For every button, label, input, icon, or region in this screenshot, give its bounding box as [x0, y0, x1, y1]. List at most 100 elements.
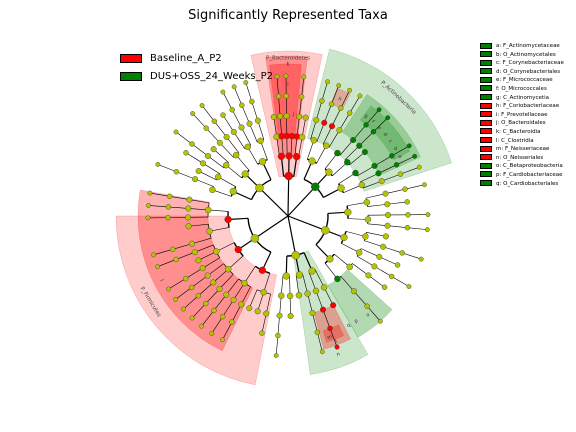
branch-line	[211, 316, 223, 334]
tree-node	[190, 111, 195, 116]
taxa-key-swatch	[480, 128, 492, 135]
branch-line	[279, 116, 283, 137]
tree-node	[337, 184, 345, 192]
branch-line	[278, 96, 281, 117]
branch-line	[233, 86, 243, 106]
branch-line	[331, 108, 342, 127]
tree-nodes	[145, 73, 431, 358]
tree-node	[185, 223, 192, 230]
tree-node	[239, 102, 245, 108]
taxa-key-swatch	[480, 42, 492, 49]
tree-node	[382, 190, 389, 197]
branch-line	[301, 76, 305, 97]
branch-line	[374, 266, 392, 277]
tree-node	[406, 143, 412, 149]
branch-line	[315, 290, 324, 310]
branch-line	[298, 137, 303, 157]
branch-line	[241, 127, 252, 146]
tree-node	[384, 201, 391, 208]
branch-line	[188, 208, 209, 211]
branch-line	[352, 263, 369, 276]
branch-line	[400, 166, 420, 175]
tree-node	[371, 263, 378, 270]
branch-line	[205, 288, 220, 304]
tree-node	[358, 181, 365, 189]
branch-line	[345, 231, 366, 237]
tree-node	[146, 203, 151, 208]
tree-node	[291, 251, 300, 260]
tree-node	[229, 319, 235, 325]
clade-letter-m: m	[327, 334, 334, 341]
sector-P_Firmicutes	[115, 215, 277, 386]
branch-line	[383, 246, 403, 254]
tree-node	[199, 265, 206, 272]
branch-line	[317, 332, 323, 352]
clade-letter-p: p	[353, 318, 359, 325]
taxa-key-swatch	[480, 51, 492, 58]
taxa-key-label: g: C_Actinomycetia	[496, 94, 549, 101]
branch-line	[216, 242, 235, 252]
tree-node	[301, 74, 307, 80]
branch-line	[198, 170, 217, 181]
tree-node	[241, 170, 249, 178]
tree-node	[327, 325, 333, 332]
branch-line	[276, 76, 279, 97]
tree-node	[364, 303, 370, 309]
branch-line	[387, 225, 408, 228]
branch-line	[209, 227, 230, 232]
tree-node	[166, 193, 173, 200]
branch-line	[339, 112, 350, 131]
tree-node	[308, 157, 316, 165]
tree-node	[246, 120, 253, 127]
branch-line	[366, 306, 381, 322]
tree-node	[356, 142, 363, 149]
branch-line	[289, 295, 291, 316]
branch-line	[183, 295, 199, 310]
tree-node	[155, 162, 161, 167]
branch-line	[356, 256, 375, 267]
branch-line	[208, 209, 229, 212]
tree-node	[338, 105, 344, 111]
tree-node	[382, 233, 389, 240]
branch-line	[263, 273, 271, 293]
branch-line	[338, 172, 356, 185]
tree-node	[376, 107, 382, 113]
branch-line	[366, 231, 386, 237]
taxa-key-swatch	[480, 111, 492, 118]
tree-node	[312, 287, 320, 295]
branch-line	[324, 152, 338, 170]
branch-line	[157, 259, 177, 267]
taxa-key-row: g: C_Actinomycetia	[480, 94, 564, 103]
branch-line	[185, 267, 203, 279]
tree-node	[416, 164, 422, 170]
clade-letter-n: n	[336, 351, 341, 358]
tree-node	[275, 93, 282, 100]
tree-node	[287, 312, 294, 319]
tree-node	[319, 349, 325, 355]
branch-line	[407, 227, 428, 230]
branch-line	[340, 90, 350, 109]
branch-line	[257, 120, 265, 140]
tree-node	[405, 212, 411, 218]
tree-node	[394, 262, 401, 268]
taxa-key-label: n: O_Neisseriales	[496, 154, 544, 161]
tree-node	[192, 176, 199, 183]
branch-line	[176, 251, 195, 260]
tree-node	[330, 302, 337, 309]
tree-node	[241, 279, 248, 287]
clade-letter-i: i	[287, 82, 288, 88]
branch-line	[296, 116, 300, 137]
taxa-key-row: n: O_Neisseriales	[480, 154, 564, 163]
tree-node	[384, 211, 391, 218]
tree-node	[282, 272, 290, 280]
tree-node	[250, 234, 260, 243]
branch-line	[316, 145, 327, 164]
taxa-key-swatch	[480, 180, 492, 186]
clade-letter-g: g	[363, 113, 369, 120]
branch-line	[290, 136, 293, 157]
clade-letter-k: k	[287, 62, 290, 68]
tree-node	[273, 353, 279, 358]
tree-node	[258, 158, 267, 166]
branch-line	[219, 274, 234, 290]
tree-node	[381, 284, 388, 290]
